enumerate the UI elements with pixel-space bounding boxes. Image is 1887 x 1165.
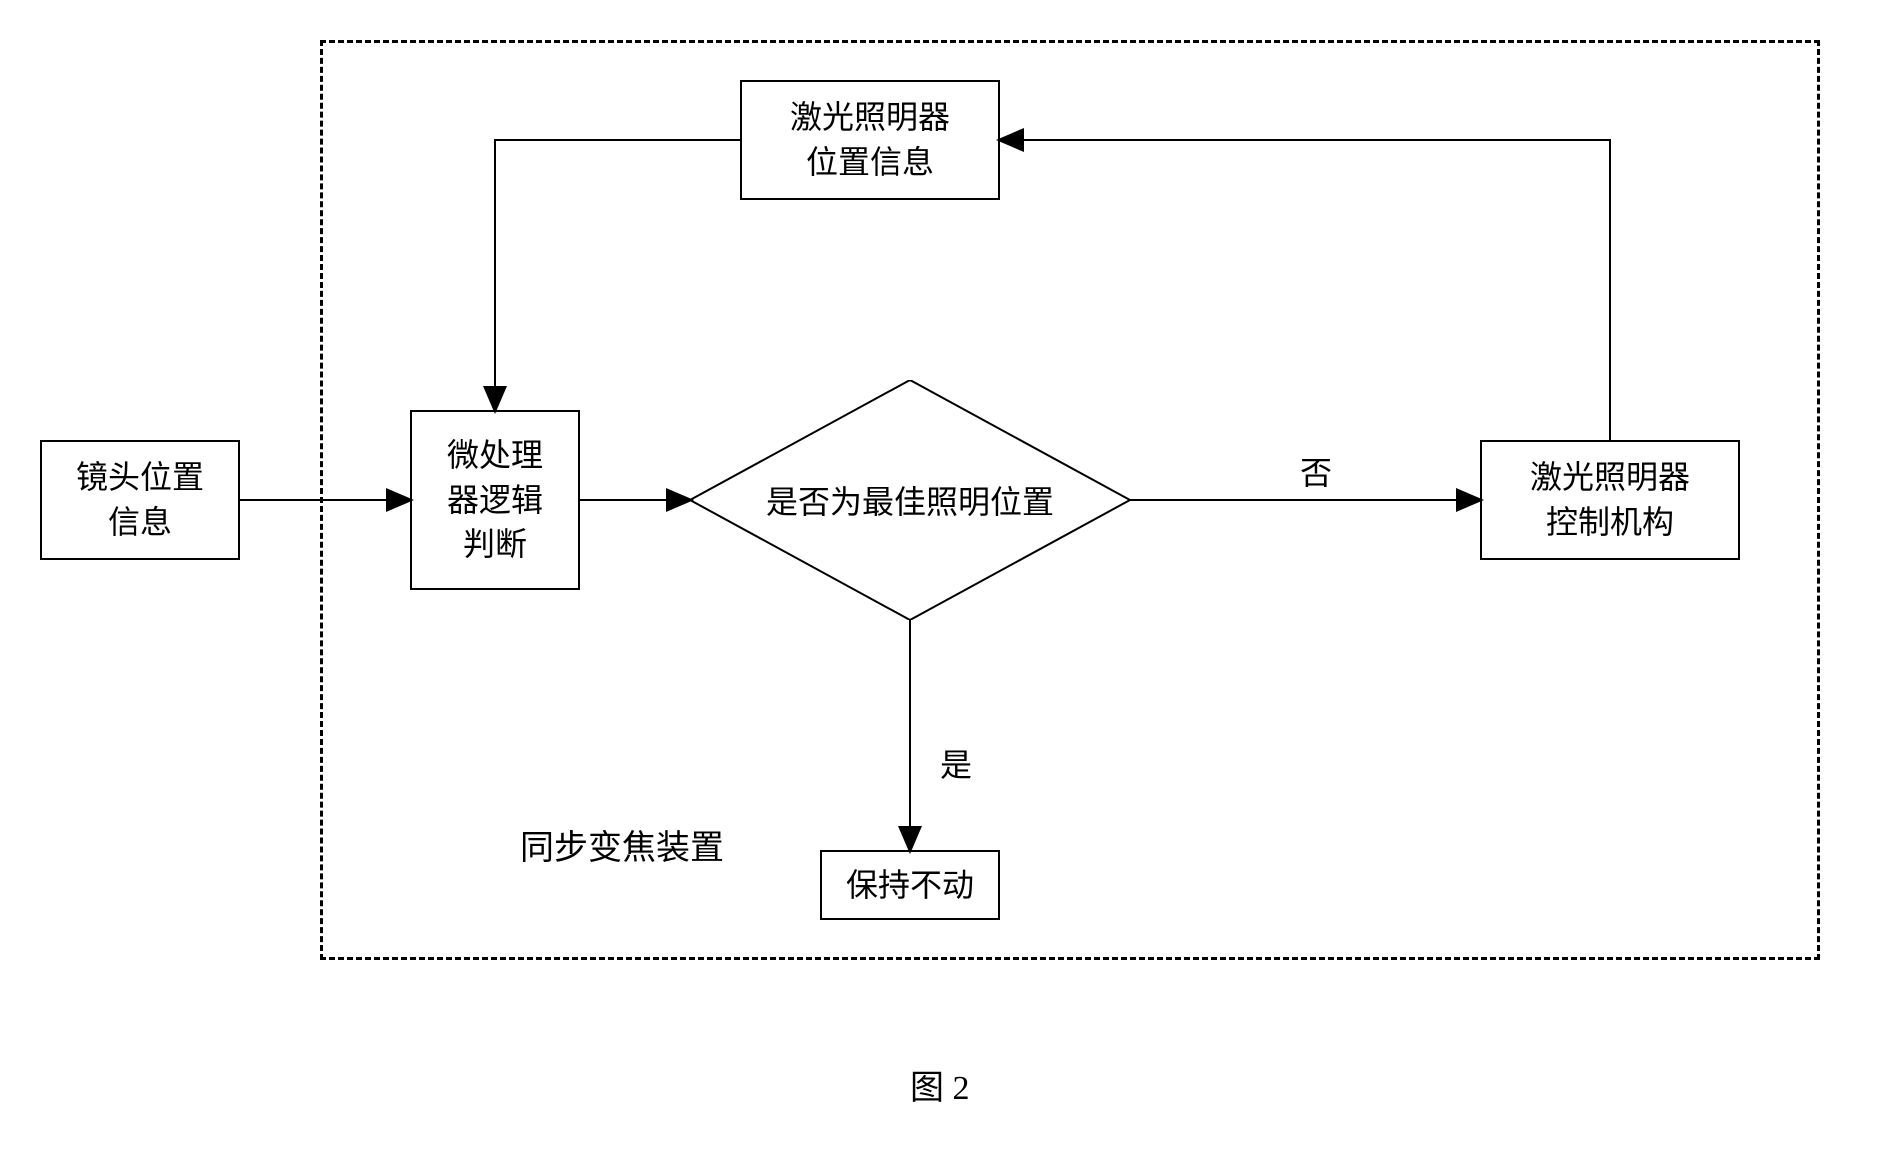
node-laser-pos-label: 激光照明器位置信息 [790,95,950,185]
node-mcu: 微处理器逻辑判断 [410,410,580,590]
sync-zoom-device-label: 同步变焦装置 [520,820,724,869]
node-laser-pos: 激光照明器位置信息 [740,80,1000,200]
node-decision: 是否为最佳照明位置 [690,380,1130,620]
edge-label-no: 否 [1300,448,1332,494]
node-controller: 激光照明器控制机构 [1480,440,1740,560]
node-controller-label: 激光照明器控制机构 [1530,455,1690,545]
node-lens-info-label: 镜头位置信息 [76,455,204,545]
node-mcu-label: 微处理器逻辑判断 [447,433,543,567]
node-lens-info: 镜头位置信息 [40,440,240,560]
node-hold-label: 保持不动 [846,863,974,908]
node-hold: 保持不动 [820,850,1000,920]
node-decision-label: 是否为最佳照明位置 [766,477,1054,523]
edge-label-yes: 是 [940,740,972,786]
diagram-container: 镜头位置信息 微处理器逻辑判断 是否为最佳照明位置 激光照明器控制机构 激光照明… [40,40,1840,1040]
figure-caption: 图 2 [910,1060,970,1109]
